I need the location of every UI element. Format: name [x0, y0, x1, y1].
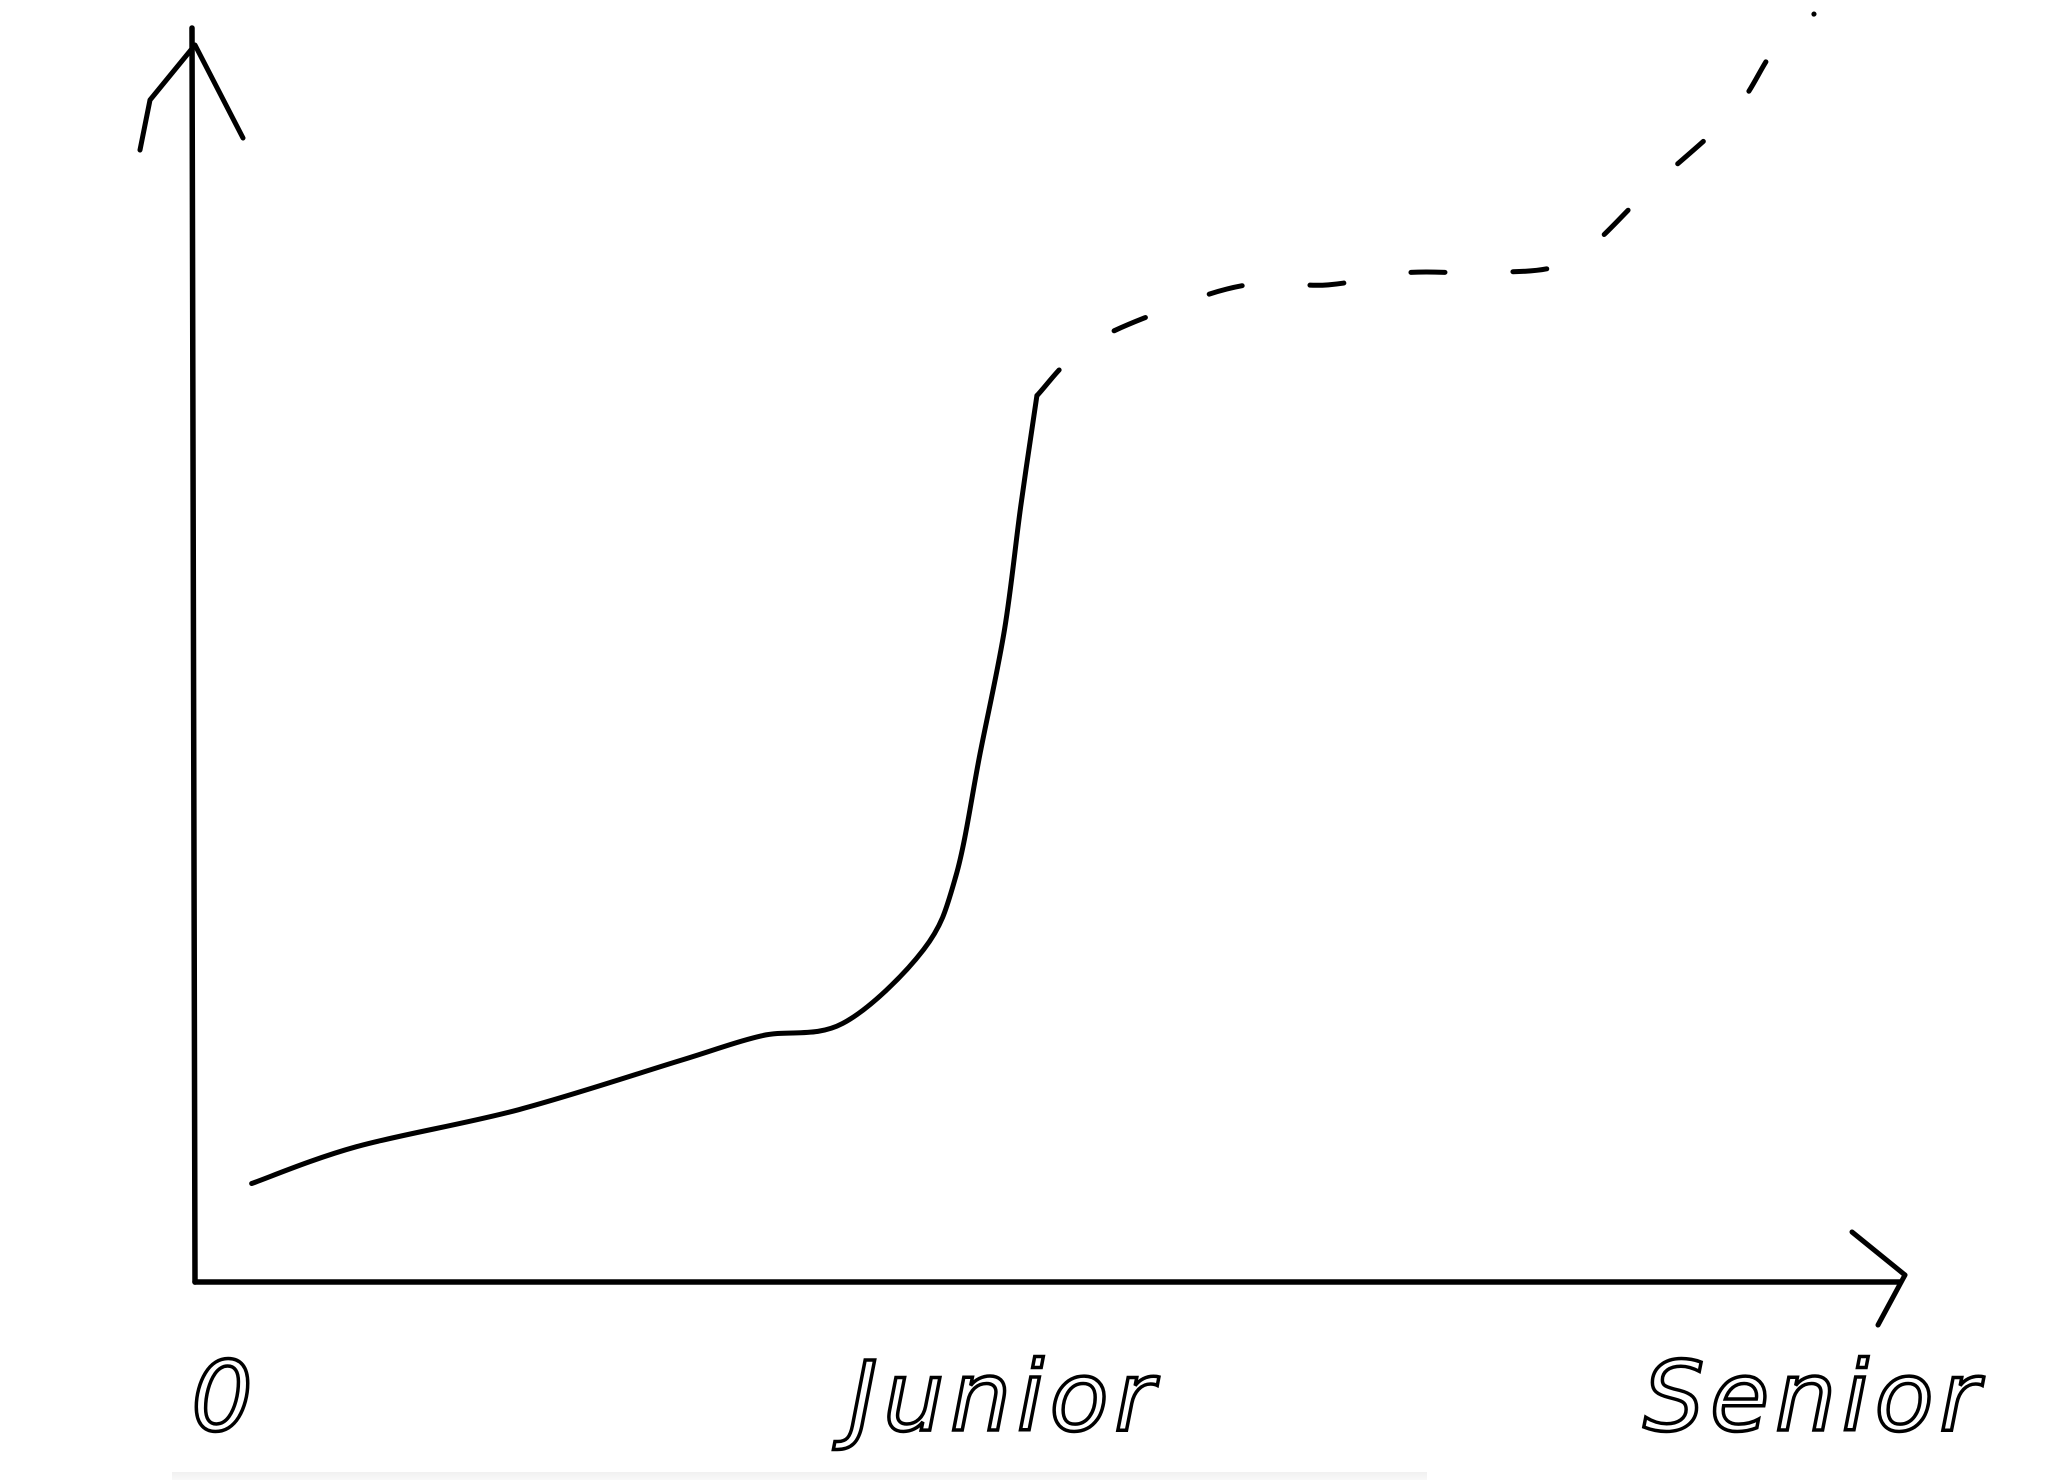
x-axis-arrowhead	[1849, 1229, 1908, 1328]
page-edge-shadow	[172, 1472, 1427, 1480]
x-tick-label: Senior	[1643, 1341, 1985, 1453]
x-tick-labels: 0 Junior Senior	[190, 1339, 1985, 1455]
y-axis	[189, 25, 198, 1285]
series-line-solid	[249, 393, 1040, 1187]
x-tick-label: 0	[191, 1341, 258, 1453]
y-axis-arrowhead	[137, 42, 246, 153]
series-line-dashed	[1034, 11, 1817, 399]
series-layer	[249, 11, 1817, 1187]
x-tick-label: Junior	[833, 1341, 1160, 1453]
